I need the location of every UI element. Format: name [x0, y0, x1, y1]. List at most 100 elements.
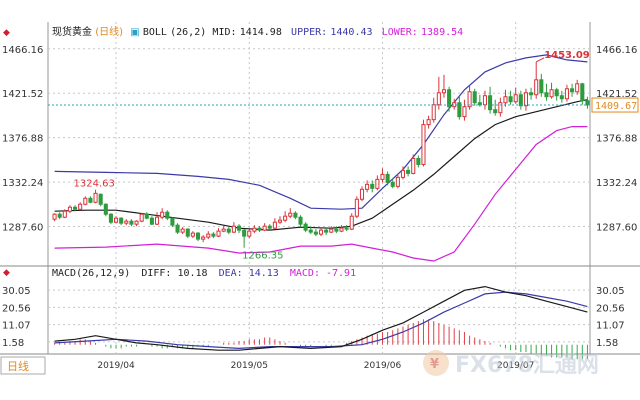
candle-up: [564, 88, 569, 100]
macd-label: MACD:: [290, 268, 320, 279]
candle-up: [400, 169, 406, 178]
macd-axis-ticks: 30.05 30.05 20.56 20.56 11.07 11.07 1.58 1.58: [2, 286, 625, 349]
candle-up: [288, 212, 293, 217]
candle-up: [93, 192, 98, 203]
current-price-label: 1409.67: [595, 101, 637, 112]
candle-down: [257, 227, 262, 231]
candle-down: [149, 217, 154, 225]
candle-down: [226, 228, 231, 233]
candle-down: [88, 197, 93, 203]
upper-label: UPPER:: [291, 27, 327, 38]
price-tick-right: 1287.60: [596, 223, 637, 234]
candle-up: [329, 228, 334, 233]
candle-up: [359, 188, 365, 200]
candle-up: [206, 233, 211, 238]
local-high-annotation-label: 1324.63: [74, 179, 115, 190]
candle-down: [165, 211, 170, 219]
candle-down: [508, 96, 513, 103]
candle-down: [57, 213, 62, 218]
candle-up: [513, 94, 518, 103]
candle-up: [262, 225, 267, 231]
candle-down: [559, 95, 564, 100]
indicator-params: (26,2): [170, 27, 206, 38]
candle-up: [523, 92, 528, 107]
candle-up: [160, 211, 165, 218]
candle-up: [62, 210, 67, 218]
date-tick: 2019/06: [364, 361, 402, 371]
lower-value: 1389.54: [421, 27, 463, 38]
candle-down: [570, 88, 575, 93]
candle-up: [411, 157, 416, 174]
price-tick-right: 1466.16: [596, 45, 637, 56]
candle-down: [488, 95, 493, 111]
candle-up: [431, 104, 436, 121]
boll-marker-icon: ◆: [3, 28, 10, 38]
candle-up: [78, 203, 83, 210]
candle-up: [339, 227, 344, 232]
candle-up: [283, 215, 288, 221]
period-button[interactable]: 日线: [0, 356, 46, 375]
candle-down: [175, 224, 180, 233]
candle-up: [52, 213, 57, 220]
lower-label: LOWER:: [382, 27, 418, 38]
candle-up: [349, 215, 354, 230]
diff-value: 10.18: [177, 268, 207, 279]
dea-value: 14.13: [249, 268, 279, 279]
boll-lower-line: [54, 125, 588, 262]
candle-up: [252, 227, 257, 232]
dea-line: [54, 291, 588, 350]
candle-up: [134, 220, 139, 225]
candle-up: [503, 96, 508, 104]
candle-up: [247, 230, 252, 237]
macd-tick-right: 11.07: [596, 321, 625, 332]
current-price-box: [591, 97, 639, 113]
dea-label: DEA:: [219, 268, 243, 279]
macd-tick-left: 20.56: [2, 303, 31, 314]
period-button-label: 日线: [7, 359, 29, 373]
date-axis-ticks: 2019/04 2019/05 2019/06 2019/07: [97, 361, 534, 371]
candle-down: [370, 183, 375, 189]
candle-up: [216, 230, 221, 237]
candle-up: [421, 124, 426, 165]
candle-up: [277, 219, 283, 223]
candle-up: [395, 176, 400, 187]
macd-tick-left: 30.05: [2, 286, 31, 297]
price-tick-left: 1376.88: [2, 134, 43, 145]
candle-down: [185, 228, 190, 237]
mid-label: MID:: [212, 27, 236, 38]
candle-down: [544, 92, 549, 98]
candle-down: [195, 232, 201, 240]
macd-marker-icon: ◆: [3, 268, 10, 278]
macd-tick-left: 11.07: [2, 321, 31, 332]
indicator-icon: ▣: [130, 27, 139, 38]
boll-upper-line: [54, 54, 588, 210]
candle-up: [139, 213, 144, 222]
reference-line-group: 1409.67: [48, 97, 639, 113]
macd-tick-right: 30.05: [596, 286, 625, 297]
candle-down: [98, 193, 103, 205]
date-tick: 2019/07: [497, 361, 534, 371]
candle-down: [518, 94, 523, 107]
macd-tick-right: 20.56: [596, 303, 625, 314]
price-tick-left: 1421.52: [2, 89, 43, 100]
candle-down: [416, 157, 421, 165]
candle-down: [477, 102, 482, 106]
candle-down: [580, 83, 585, 102]
candle-up: [124, 220, 129, 224]
date-tick: 2019/05: [231, 361, 268, 371]
candle-down: [293, 212, 298, 218]
candle-down: [493, 109, 498, 114]
candle-up: [482, 95, 487, 106]
price-tick-left: 1332.24: [2, 178, 43, 189]
candle-down: [73, 206, 78, 210]
candle-down: [303, 223, 308, 231]
price-tick-right: 1421.52: [596, 89, 637, 100]
macd-value: -7.91: [326, 268, 356, 279]
candle-down: [236, 225, 242, 231]
boll-mid-line: [54, 99, 588, 231]
candle-up: [375, 178, 380, 189]
candle-down: [144, 213, 149, 219]
candle-down: [324, 229, 329, 233]
candle-down: [406, 169, 411, 174]
